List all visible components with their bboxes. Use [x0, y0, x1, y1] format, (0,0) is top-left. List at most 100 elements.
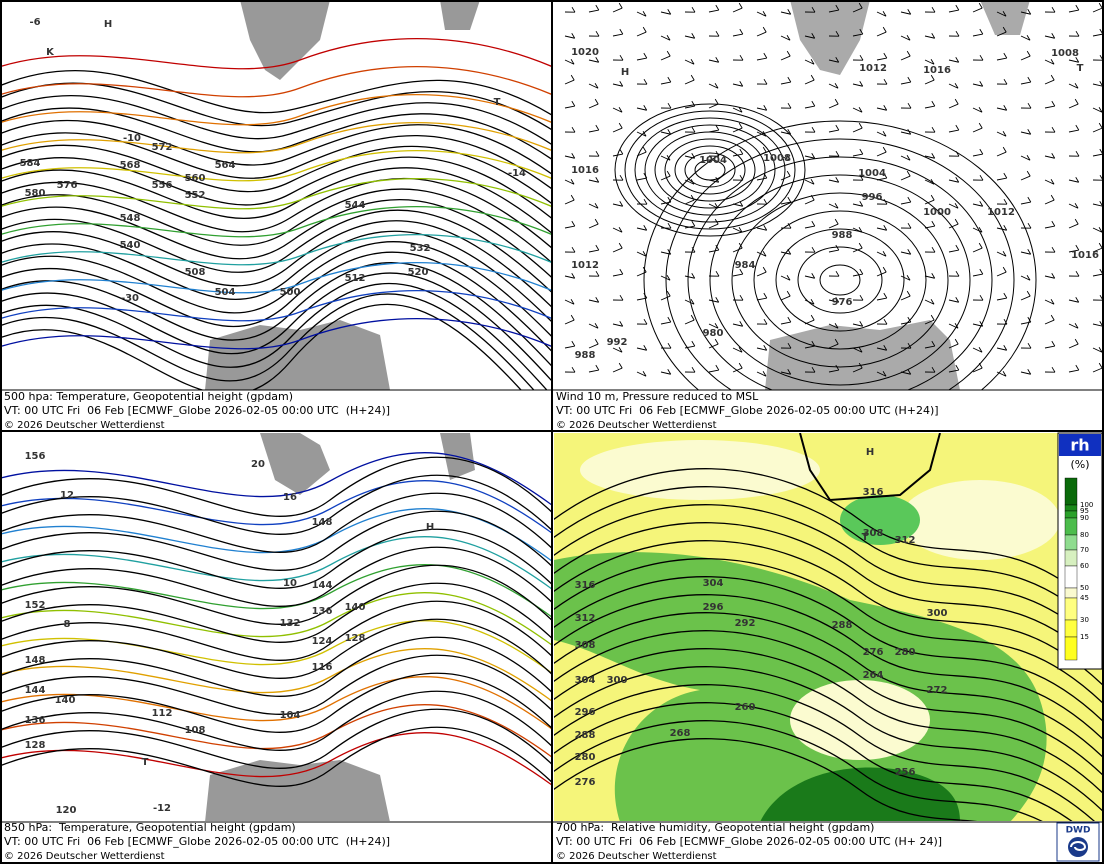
wind-barb — [900, 170, 911, 181]
contour — [2, 474, 551, 535]
wind-barb — [708, 244, 720, 253]
wind-barb — [780, 76, 792, 85]
contour — [2, 528, 551, 589]
wind-barb — [828, 338, 839, 349]
wind-barb — [684, 58, 695, 65]
wind-barb — [708, 30, 720, 37]
wind-barb — [684, 314, 695, 325]
isobar — [731, 192, 949, 368]
map-mslp — [564, 2, 1102, 390]
wind-barb — [804, 246, 816, 253]
legend-tick-label: 80 — [1080, 531, 1089, 539]
color-step — [1064, 477, 1078, 506]
wind-barb — [804, 100, 816, 109]
contour-label: T — [862, 532, 869, 543]
isobar — [775, 228, 905, 332]
wind-barb — [780, 196, 792, 205]
wind-barb — [972, 242, 983, 253]
wind-barb — [852, 226, 863, 233]
contour-label: -10 — [123, 133, 141, 144]
wind-barb — [900, 274, 911, 281]
wind-barb — [1044, 6, 1056, 13]
wind-barb — [636, 146, 647, 157]
wind-barb — [588, 98, 599, 109]
contour — [554, 522, 1102, 668]
legend-tick-label: 15 — [1080, 633, 1089, 641]
wind-barb — [972, 81, 984, 87]
panel: 584 580 576 572 568 564 560 556 552 548 544 540 532 5… — [4, 17, 526, 431]
wind-barb — [996, 52, 1008, 61]
isotherm — [2, 704, 551, 758]
isobar — [753, 210, 927, 350]
wind-barb — [708, 124, 720, 133]
wind-barb — [636, 130, 647, 137]
wind-barb — [876, 198, 888, 205]
wind-barb — [1020, 342, 1032, 349]
wind-barb — [564, 298, 575, 305]
wind-barb — [876, 318, 888, 325]
wind-barb — [684, 178, 695, 185]
wind-barb — [756, 370, 767, 377]
wind-barb — [780, 249, 792, 255]
caption: Wind 10 m, Pressure reduced to MSL — [556, 390, 759, 403]
wind-barb — [1092, 54, 1102, 61]
contour — [2, 546, 551, 607]
wind-barb — [900, 316, 912, 325]
wind-barb — [1044, 126, 1056, 133]
color-step — [1064, 565, 1078, 589]
wind-barb — [1020, 369, 1032, 375]
contour — [2, 132, 551, 190]
caption: VT: 00 UTC Fri 06 Feb [ECMWF_Globe 2026-… — [4, 835, 390, 848]
wind-barb — [660, 249, 672, 255]
wind-barb — [1092, 174, 1102, 181]
color-step — [1064, 587, 1078, 599]
wind-barb — [1068, 177, 1080, 183]
wind-barb — [804, 33, 816, 39]
wind-barb — [876, 26, 887, 37]
contour — [554, 648, 1102, 794]
contour — [554, 612, 1102, 758]
wind-barb — [588, 244, 600, 253]
wind-barb — [780, 154, 791, 161]
wind-barb — [612, 346, 623, 353]
contour — [2, 672, 551, 733]
wind-barb — [876, 225, 888, 231]
wind-barb — [612, 148, 624, 157]
contour-label: T — [142, 757, 149, 768]
contour-label: 300 — [927, 608, 948, 619]
isobar — [797, 246, 883, 314]
wind-barb — [612, 2, 623, 13]
contour — [2, 272, 551, 382]
wind-barb — [780, 129, 792, 135]
color-step — [1064, 510, 1078, 519]
wind-barb — [852, 148, 864, 157]
wind-barb — [1068, 124, 1080, 133]
wind-barb — [1020, 76, 1032, 85]
contour-label: 152 — [25, 600, 46, 611]
wind-barb — [1068, 364, 1080, 373]
wind-barb — [924, 298, 935, 305]
contour-label: 10 — [283, 578, 297, 589]
contour-label: 1000 — [923, 207, 951, 218]
caption: VT: 00 UTC Fri 06 Feb [ECMWF_Globe 2026-… — [4, 404, 390, 417]
contour-label: 276 — [863, 647, 884, 658]
wind-barb — [684, 273, 696, 279]
wind-barb — [924, 6, 936, 13]
wind-barb — [564, 314, 575, 325]
wind-barb — [660, 76, 672, 85]
wind-barb — [900, 249, 912, 255]
contour-label: T — [494, 97, 501, 108]
wind-barb — [948, 364, 960, 373]
wind-barb — [660, 129, 672, 135]
wind-barb — [660, 369, 672, 375]
contour-label: 280 — [895, 647, 916, 658]
contour-label: 560 — [185, 173, 206, 184]
contour — [554, 504, 1102, 650]
wind-barb — [972, 122, 983, 133]
contour — [2, 119, 551, 175]
color-step — [1064, 534, 1078, 551]
contour-label: 988 — [575, 350, 596, 361]
wind-barb — [1092, 201, 1102, 207]
